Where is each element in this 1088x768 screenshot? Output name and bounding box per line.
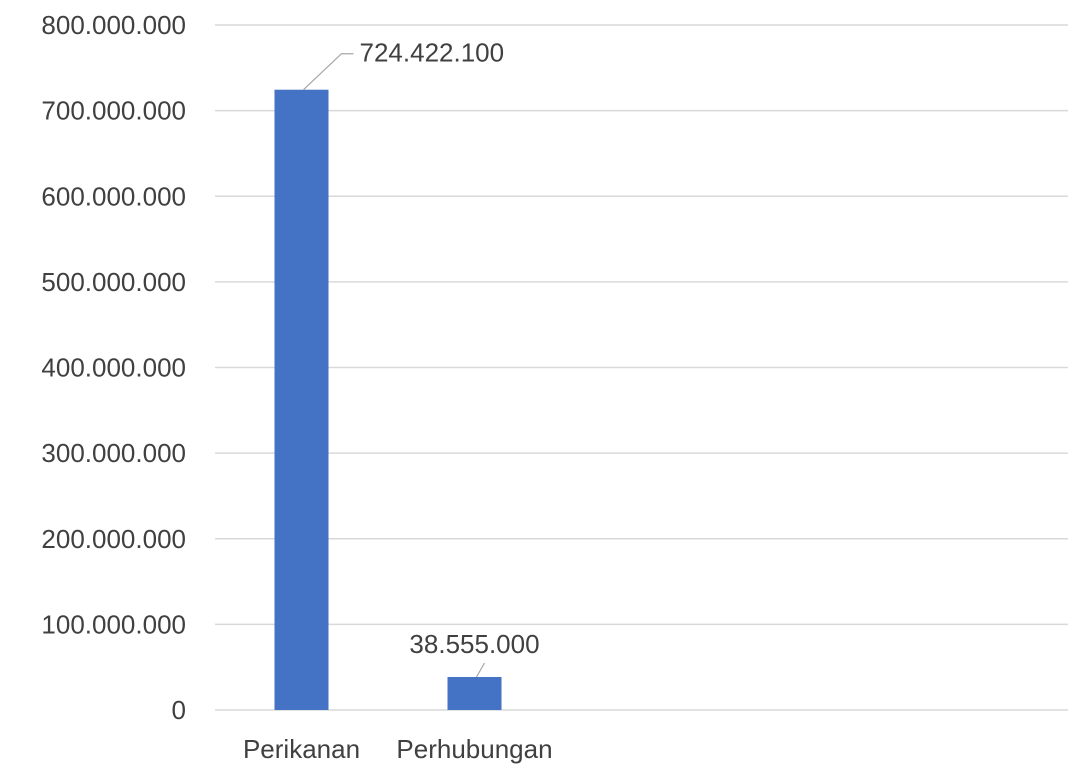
y-tick-label: 0: [172, 695, 186, 725]
bars: [274, 89, 502, 711]
y-tick-label: 100.000.000: [41, 609, 186, 639]
y-tick-label: 500.000.000: [41, 267, 186, 297]
y-tick-label: 700.000.000: [41, 96, 186, 126]
bar: [274, 89, 329, 711]
data-label: 38.555.000: [409, 629, 539, 659]
data-labels: 724.422.100 38.555.000: [303, 38, 540, 678]
leader-line: [303, 53, 354, 91]
gridlines: [215, 24, 1068, 711]
x-axis-categories: Perikanan Perhubungan: [243, 734, 553, 764]
bar: [447, 676, 502, 710]
y-tick-label: 200.000.000: [41, 524, 186, 554]
leader-line: [475, 662, 486, 678]
y-tick-label: 600.000.000: [41, 181, 186, 211]
y-axis-ticks: 0 100.000.000 200.000.000 300.000.000 400.00…: [41, 10, 186, 725]
data-label: 724.422.100: [360, 38, 505, 68]
x-category-label: Perikanan: [243, 734, 360, 764]
x-category-label: Perhubungan: [396, 734, 552, 764]
y-tick-label: 300.000.000: [41, 438, 186, 468]
y-tick-label: 800.000.000: [41, 10, 186, 40]
y-tick-label: 400.000.000: [41, 353, 186, 383]
